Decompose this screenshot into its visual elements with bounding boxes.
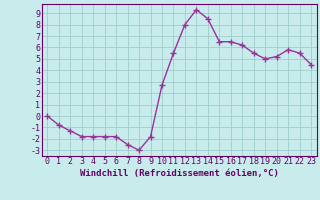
X-axis label: Windchill (Refroidissement éolien,°C): Windchill (Refroidissement éolien,°C) [80,169,279,178]
